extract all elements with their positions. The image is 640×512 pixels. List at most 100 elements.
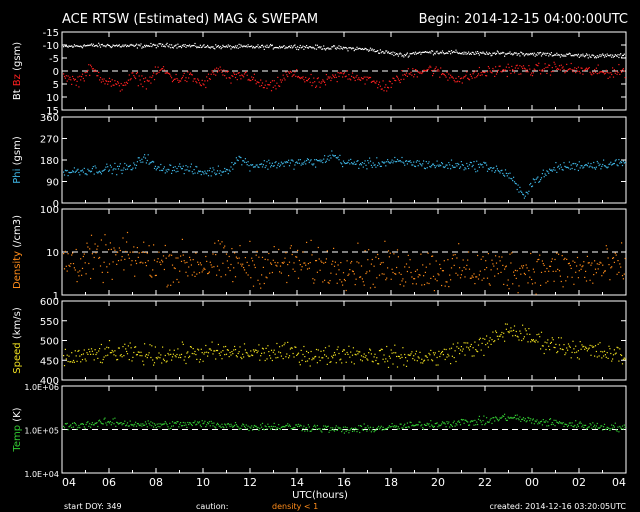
data-point (536, 54, 538, 56)
data-point (553, 61, 555, 63)
data-point (562, 349, 564, 351)
data-point (501, 416, 503, 418)
data-point (538, 333, 540, 335)
data-point (77, 76, 79, 78)
data-point (512, 54, 514, 56)
data-point (325, 74, 327, 76)
data-point (481, 52, 483, 54)
data-point (435, 165, 437, 167)
data-point (228, 255, 230, 258)
data-point (458, 52, 460, 55)
data-point (278, 424, 280, 426)
data-point (211, 70, 213, 72)
y-tick-label: 100 (40, 205, 59, 216)
data-point (346, 70, 348, 72)
data-point (477, 163, 480, 166)
data-point (504, 175, 506, 177)
data-point (470, 277, 472, 279)
data-point (466, 420, 468, 422)
data-point (319, 269, 321, 271)
data-point (303, 425, 305, 427)
data-point (551, 337, 553, 339)
data-point (348, 345, 350, 347)
data-point (481, 74, 483, 76)
data-point (204, 170, 206, 172)
data-point (479, 74, 481, 76)
data-point (175, 422, 177, 425)
data-point (207, 352, 210, 354)
data-point (414, 51, 417, 53)
data-point (495, 170, 497, 172)
data-point (537, 65, 539, 67)
data-point (124, 162, 126, 165)
data-point (425, 69, 427, 72)
data-point (584, 69, 586, 71)
data-point (309, 160, 311, 162)
data-point (78, 349, 80, 352)
data-point (533, 179, 535, 181)
data-point (449, 426, 451, 428)
data-point (569, 53, 571, 55)
data-point (412, 52, 414, 54)
data-point (574, 424, 576, 426)
data-point (97, 172, 99, 174)
data-point (522, 53, 525, 55)
data-point (211, 171, 213, 173)
data-point (206, 173, 208, 175)
y-tick-label: 600 (40, 297, 59, 308)
data-point (585, 164, 588, 166)
data-point (205, 344, 207, 347)
data-point (583, 426, 585, 429)
data-point (150, 356, 152, 359)
data-point (443, 348, 445, 350)
data-point (416, 160, 418, 162)
data-point (356, 431, 358, 433)
data-point (112, 351, 114, 353)
data-point (366, 49, 368, 51)
data-point (233, 349, 235, 351)
data-point (414, 165, 416, 167)
data-point (610, 267, 612, 269)
data-point (464, 419, 466, 421)
data-point (531, 53, 533, 55)
data-point (390, 349, 392, 351)
data-point (603, 272, 605, 274)
data-point (613, 55, 615, 57)
data-point (435, 66, 437, 68)
data-point (447, 353, 449, 355)
data-point (239, 427, 241, 429)
data-point (128, 165, 130, 167)
data-point (371, 258, 373, 261)
data-point (73, 422, 75, 424)
data-point (237, 352, 239, 355)
data-point (538, 181, 540, 183)
data-point (621, 71, 623, 73)
data-point (242, 46, 244, 48)
data-point (565, 71, 567, 73)
data-point (376, 157, 378, 159)
data-point (163, 423, 165, 425)
data-point (581, 165, 583, 167)
data-point (171, 46, 174, 48)
data-point (561, 348, 563, 350)
data-point (248, 355, 250, 358)
data-point (360, 77, 363, 79)
data-point (574, 67, 576, 69)
data-point (287, 341, 289, 343)
data-point (155, 169, 157, 171)
data-point (474, 77, 476, 79)
data-point (194, 78, 196, 80)
data-point (577, 53, 579, 55)
data-point (281, 426, 283, 428)
data-point (608, 264, 610, 266)
data-point (572, 54, 574, 56)
data-point (503, 332, 505, 334)
data-point (396, 76, 399, 78)
data-point (447, 423, 449, 425)
data-point (198, 272, 201, 274)
data-point (572, 260, 574, 262)
data-point (515, 277, 517, 279)
data-point (107, 83, 109, 85)
data-point (333, 76, 336, 79)
data-point (416, 269, 418, 271)
